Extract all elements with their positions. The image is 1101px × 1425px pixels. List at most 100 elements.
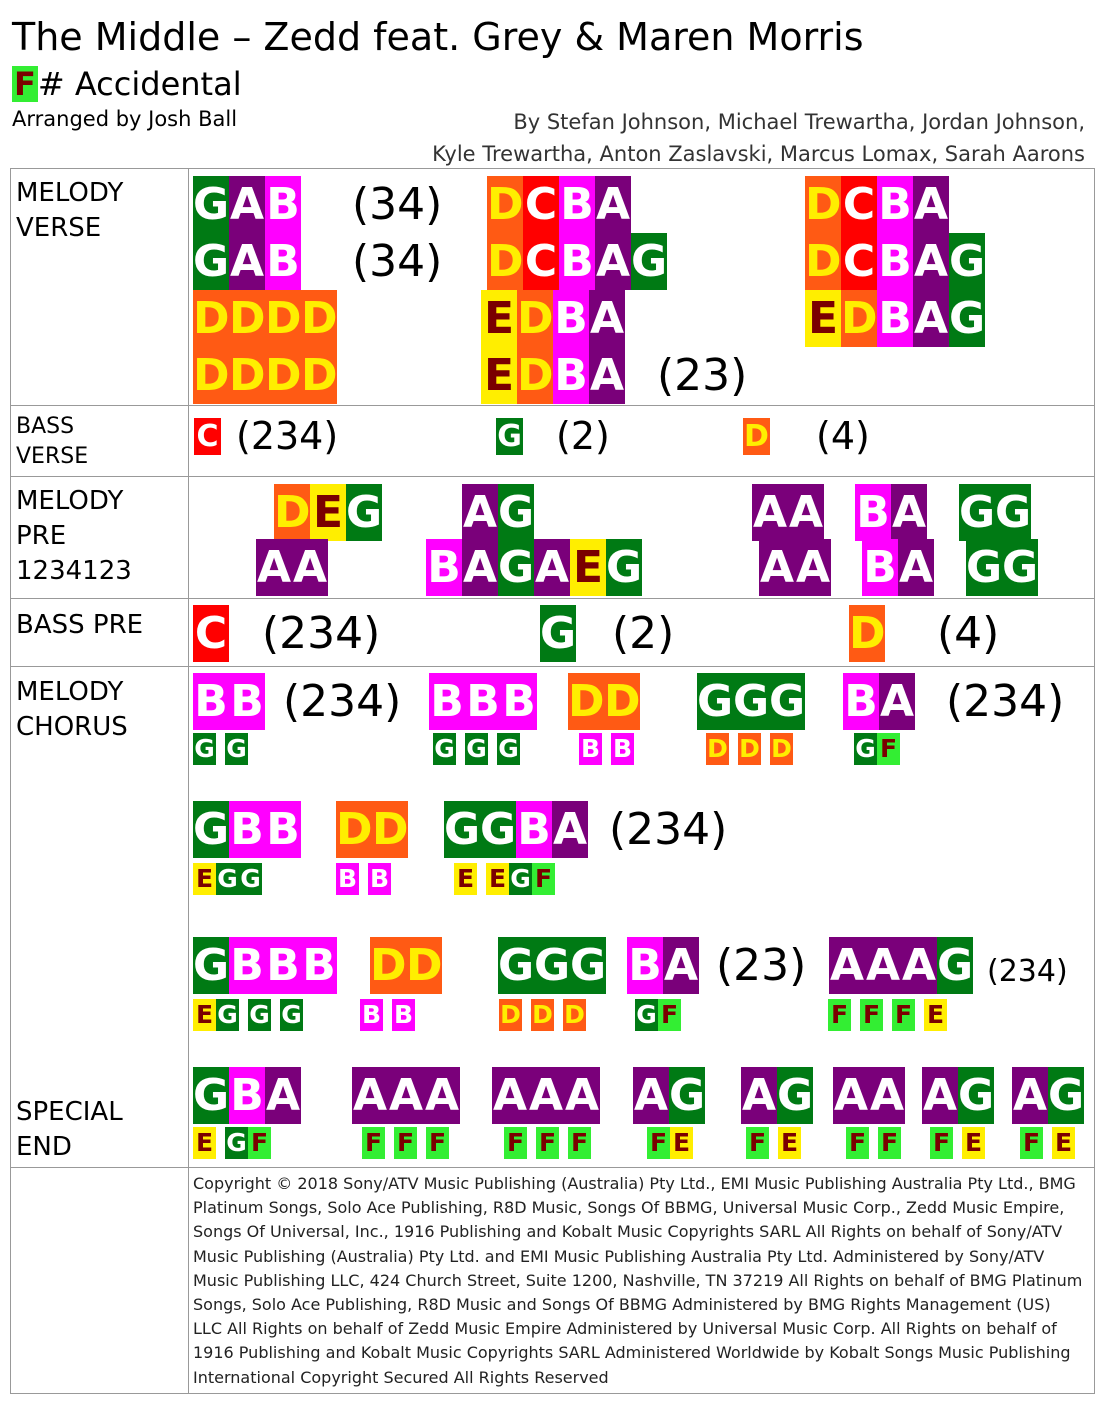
note-group: F F F — [362, 1127, 449, 1159]
note-a: A — [229, 176, 265, 233]
note-a: A — [292, 539, 328, 596]
note-b: B — [429, 673, 465, 730]
note-b: B — [579, 733, 602, 765]
section-label: BASS VERSE — [16, 414, 89, 469]
note-g: G — [496, 418, 523, 455]
note-a: A — [833, 1067, 869, 1124]
note-a: A — [922, 1067, 958, 1124]
note-a: A — [589, 347, 625, 404]
note-d: D — [265, 347, 302, 404]
note-group: C — [194, 418, 221, 455]
note-a: A — [589, 290, 625, 347]
note-e: E — [962, 1127, 985, 1159]
note-g: G — [193, 176, 229, 233]
repeat-count: (234) — [236, 414, 339, 458]
section-melody-chorus: MELODY CHORUS — [16, 675, 128, 745]
note-b: B — [611, 733, 634, 765]
note-group: F E — [746, 1127, 801, 1159]
repeat-count: (4) — [816, 414, 870, 458]
note-group: D D D — [706, 733, 793, 765]
note-e: E — [670, 1127, 693, 1159]
note-a: A — [462, 484, 498, 541]
accidental-note: F# Accidental — [12, 66, 242, 102]
song-title: The Middle – Zedd feat. Grey & Maren Mor… — [12, 15, 864, 59]
note-gap — [271, 999, 280, 1031]
note-g: G — [509, 863, 532, 895]
note-g: G — [193, 801, 229, 858]
note-b: B — [501, 673, 537, 730]
note-b: B — [265, 233, 301, 290]
note-gap — [488, 733, 497, 765]
note-d: D — [487, 233, 524, 290]
note-b: B — [559, 176, 595, 233]
note-gap — [953, 1127, 962, 1159]
note-a: A — [865, 937, 901, 994]
note-d: D — [805, 176, 842, 233]
note-a: A — [424, 1067, 460, 1124]
note-g: G — [239, 863, 262, 895]
note-g: G — [570, 937, 606, 994]
note-d: D — [229, 347, 266, 404]
section-bass-pre: BASS PRE — [16, 608, 143, 643]
note-g: G — [480, 801, 516, 858]
note-group: B B — [579, 733, 634, 765]
note-f: F — [930, 1127, 953, 1159]
table-border — [1094, 168, 1095, 1394]
note-a: A — [265, 1067, 301, 1124]
repeat-count: (34) — [352, 236, 443, 287]
note-c: C — [523, 233, 559, 290]
note-b: B — [229, 937, 265, 994]
note-a: A — [759, 539, 795, 596]
note-d: D — [370, 937, 407, 994]
table-divider — [10, 476, 1095, 477]
note-group: C — [193, 605, 229, 662]
repeat-count: (234) — [262, 608, 381, 659]
note-a: A — [552, 801, 588, 858]
note-e: E — [454, 863, 477, 895]
note-g: G — [225, 733, 248, 765]
note-b: B — [392, 999, 415, 1031]
note-g: G — [216, 999, 239, 1031]
note-gap — [883, 999, 892, 1031]
note-g: G — [631, 233, 667, 290]
note-g: G — [346, 484, 382, 541]
note-g: G — [498, 539, 534, 596]
note-a: A — [898, 539, 934, 596]
note-g: G — [606, 539, 642, 596]
note-e: E — [481, 290, 517, 347]
songwriter-credits: By Stefan Johnson, Michael Trewartha, Jo… — [432, 106, 1085, 170]
note-e: E — [310, 484, 346, 541]
credits-line: Kyle Trewartha, Anton Zaslavski, Marcus … — [432, 142, 1085, 166]
note-a: A — [879, 673, 915, 730]
note-a: A — [901, 937, 937, 994]
repeat-count: (234) — [987, 954, 1068, 989]
note-e: E — [193, 1127, 216, 1159]
section-bass-verse: BASS VERSE — [16, 412, 88, 472]
note-a: A — [352, 1067, 388, 1124]
credits-line: By Stefan Johnson, Michael Trewartha, Jo… — [513, 110, 1085, 134]
note-gap — [527, 1127, 536, 1159]
note-e: E — [486, 863, 509, 895]
note-g: G — [1002, 539, 1038, 596]
note-d: D — [738, 733, 761, 765]
note-d: D — [193, 347, 230, 404]
note-f: F — [394, 1127, 417, 1159]
note-a: A — [663, 937, 699, 994]
note-gap — [385, 1127, 394, 1159]
section-melody-pre: MELODY PRE 1234123 — [16, 484, 132, 589]
note-a: A — [595, 176, 631, 233]
